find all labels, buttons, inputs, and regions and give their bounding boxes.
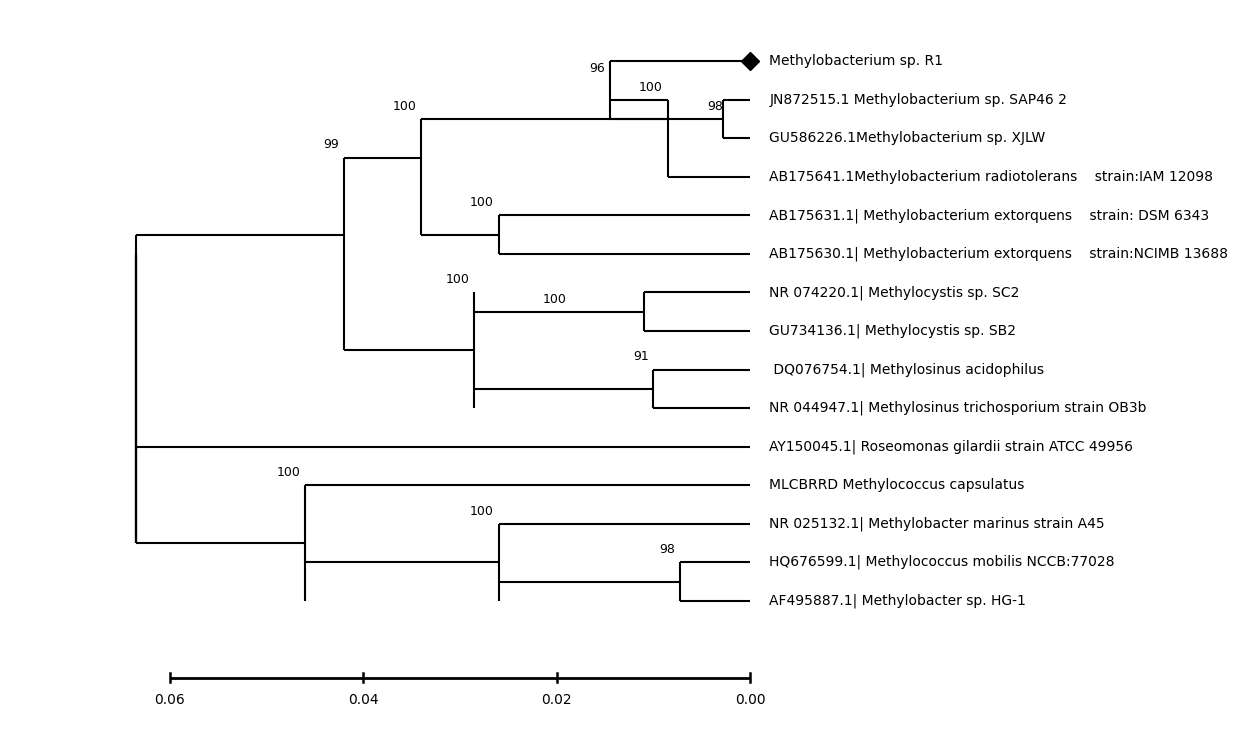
Text: 100: 100 bbox=[470, 196, 494, 209]
Text: 91: 91 bbox=[633, 351, 648, 363]
Text: AY150045.1| Roseomonas gilardii strain ATCC 49956: AY150045.1| Roseomonas gilardii strain A… bbox=[769, 439, 1134, 454]
Text: JN872515.1 Methylobacterium sp. SAP46 2: JN872515.1 Methylobacterium sp. SAP46 2 bbox=[769, 93, 1067, 107]
Text: 100: 100 bbox=[446, 273, 470, 286]
Text: GU734136.1| Methylocystis sp. SB2: GU734136.1| Methylocystis sp. SB2 bbox=[769, 324, 1016, 338]
Text: AB175641.1Methylobacterium radiotolerans    strain:IAM 12098: AB175641.1Methylobacterium radiotolerans… bbox=[769, 170, 1213, 184]
Text: 100: 100 bbox=[393, 100, 416, 113]
Text: 99: 99 bbox=[323, 138, 339, 151]
Text: 100: 100 bbox=[276, 466, 300, 479]
Text: DQ076754.1| Methylosinus acidophilus: DQ076754.1| Methylosinus acidophilus bbox=[769, 363, 1044, 377]
Text: GU586226.1Methylobacterium sp. XJLW: GU586226.1Methylobacterium sp. XJLW bbox=[769, 131, 1046, 145]
Text: 0.00: 0.00 bbox=[735, 692, 766, 706]
Text: AF495887.1| Methylobacter sp. HG-1: AF495887.1| Methylobacter sp. HG-1 bbox=[769, 594, 1026, 608]
Text: Methylobacterium sp. R1: Methylobacterium sp. R1 bbox=[769, 54, 943, 68]
Text: 98: 98 bbox=[707, 100, 724, 113]
Text: MLCBRRD Methylococcus capsulatus: MLCBRRD Methylococcus capsulatus bbox=[769, 478, 1025, 492]
Text: NR 044947.1| Methylosinus trichosporium strain OB3b: NR 044947.1| Methylosinus trichosporium … bbox=[769, 401, 1147, 416]
Text: NR 074220.1| Methylocystis sp. SC2: NR 074220.1| Methylocystis sp. SC2 bbox=[769, 285, 1020, 300]
Text: NR 025132.1| Methylobacter marinus strain A45: NR 025132.1| Methylobacter marinus strai… bbox=[769, 516, 1105, 531]
Text: 0.02: 0.02 bbox=[541, 692, 572, 706]
Text: AB175631.1| Methylobacterium extorquens    strain: DSM 6343: AB175631.1| Methylobacterium extorquens … bbox=[769, 208, 1209, 222]
Text: 0.04: 0.04 bbox=[348, 692, 379, 706]
Text: 100: 100 bbox=[470, 504, 494, 518]
Text: 100: 100 bbox=[543, 292, 566, 306]
Text: 100: 100 bbox=[639, 81, 663, 93]
Text: AB175630.1| Methylobacterium extorquens    strain:NCIMB 13688: AB175630.1| Methylobacterium extorquens … bbox=[769, 247, 1228, 261]
Text: 96: 96 bbox=[590, 63, 605, 75]
Text: 0.06: 0.06 bbox=[155, 692, 185, 706]
Text: 98: 98 bbox=[659, 543, 675, 556]
Text: HQ676599.1| Methylococcus mobilis NCCB:77028: HQ676599.1| Methylococcus mobilis NCCB:7… bbox=[769, 555, 1115, 569]
